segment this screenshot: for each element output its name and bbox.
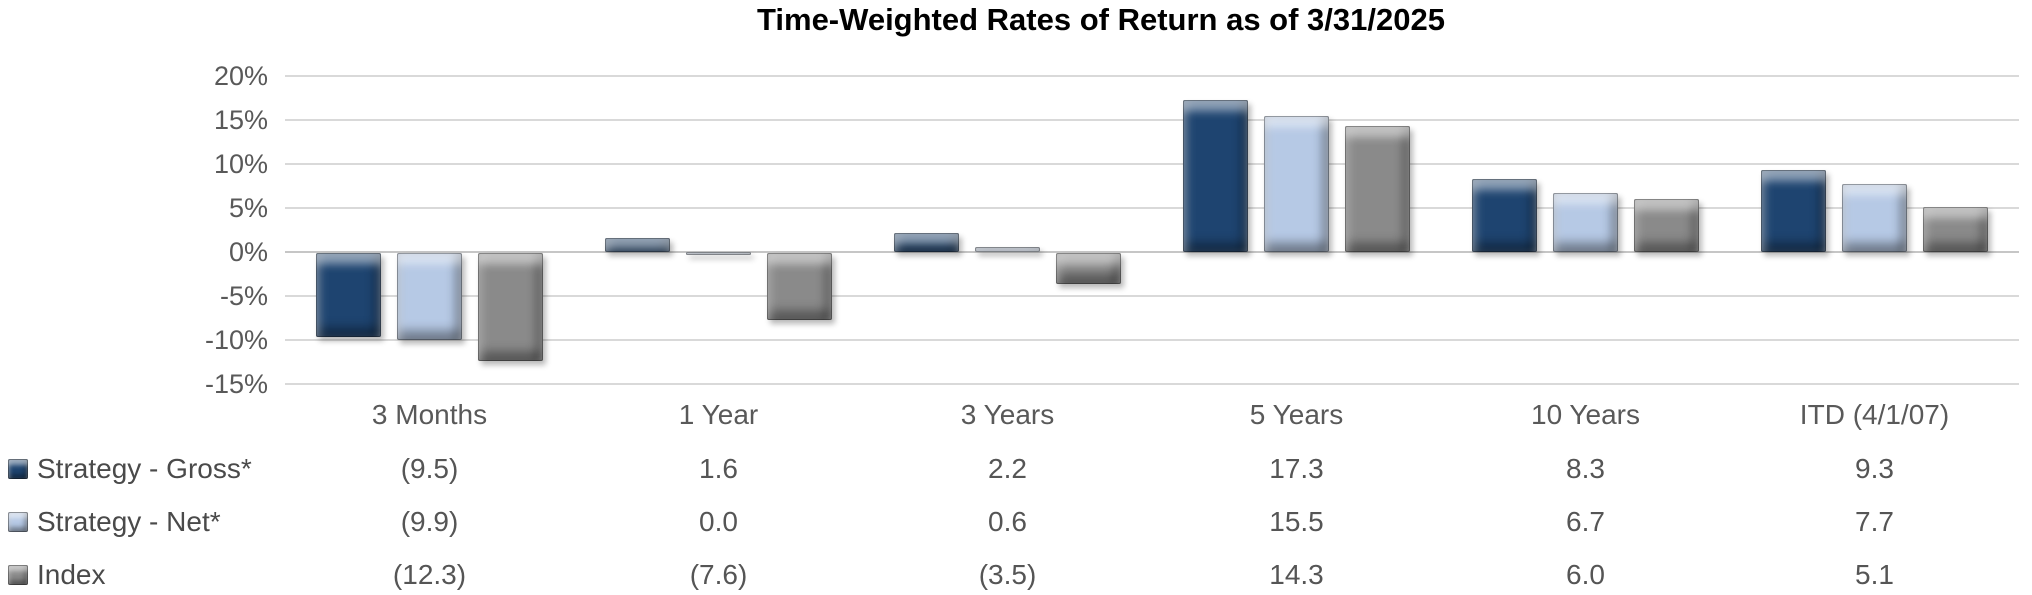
category-label: 1 Year [678,399,759,430]
gridline [285,295,2019,297]
gridline [285,339,2019,341]
table-cell: 6.0 [1566,559,1605,590]
bar-strategy-gross-3-months [316,253,381,337]
bar-strategy-net-3-months [397,253,462,341]
y-axis-tick-label: -10% [204,325,268,355]
legend-label: Strategy - Net* [37,506,221,537]
table-cell: (9.9) [400,506,459,537]
bar-index-itd-4-1-07 [1923,207,1988,252]
y-axis-tick-label: 5% [228,193,268,223]
legend-label: Index [37,559,106,590]
table-cell: 0.0 [699,506,738,537]
table-cell: 1.6 [699,453,738,484]
table-cell: 9.3 [1855,453,1894,484]
category-label: 3 Months [371,399,488,430]
table-cell: (7.6) [689,559,748,590]
table-cell: 14.3 [1269,559,1324,590]
y-axis-tick-label: 10% [213,149,268,179]
bar-strategy-gross-10-years [1472,178,1537,252]
table-cell: 5.1 [1855,559,1894,590]
table-cell: (3.5) [978,559,1037,590]
bar-strategy-gross-3-years [894,232,959,252]
legend-item: Strategy - Gross* [8,452,252,486]
table-cell: 6.7 [1566,506,1605,537]
table-cell: 7.7 [1855,506,1894,537]
category-label: 5 Years [1249,399,1344,430]
legend-item: Index [8,558,106,592]
table-cell: 15.5 [1269,506,1324,537]
table-cell: (9.5) [400,453,459,484]
table-cell: 2.2 [988,453,1027,484]
zero-gridline [285,251,2019,253]
gridline [285,75,2019,77]
gridline [285,119,2019,121]
bar-index-3-years [1056,253,1121,284]
legend-swatch-icon [8,565,28,585]
legend-swatch-icon [8,512,28,532]
table-cell: 8.3 [1566,453,1605,484]
bar-strategy-gross-itd-4-1-07 [1761,170,1826,252]
y-axis-tick-label: 15% [213,105,268,135]
legend-item: Strategy - Net* [8,505,221,539]
table-cell: 0.6 [988,506,1027,537]
bar-strategy-net-1-year [686,252,751,255]
bar-index-10-years [1634,199,1699,252]
y-axis-tick-label: 0% [228,237,268,267]
bar-strategy-gross-5-years [1183,99,1248,252]
bar-strategy-net-3-years [975,246,1040,252]
bar-strategy-net-itd-4-1-07 [1842,184,1907,252]
bar-strategy-net-10-years [1553,193,1618,252]
gridline [285,383,2019,385]
bar-index-5-years [1345,126,1410,252]
y-axis-tick-label: -5% [219,281,268,311]
chart-title: Time-Weighted Rates of Return as of 3/31… [757,2,1445,37]
table-cell: 17.3 [1269,453,1324,484]
category-label: 3 Years [960,399,1055,430]
gridline [285,163,2019,165]
table-cell: (12.3) [392,559,467,590]
legend-swatch-icon [8,459,28,479]
category-label: 10 Years [1531,399,1640,430]
bar-index-1-year [767,253,832,320]
bar-index-3-months [478,253,543,362]
gridline [285,207,2019,209]
bar-strategy-gross-1-year [605,237,670,252]
y-axis-tick-label: 20% [213,61,268,91]
category-label: ITD (4/1/07) [1799,399,1950,430]
bar-strategy-net-5-years [1264,115,1329,252]
y-axis-tick-label: -15% [204,369,268,399]
legend-label: Strategy - Gross* [37,453,252,484]
